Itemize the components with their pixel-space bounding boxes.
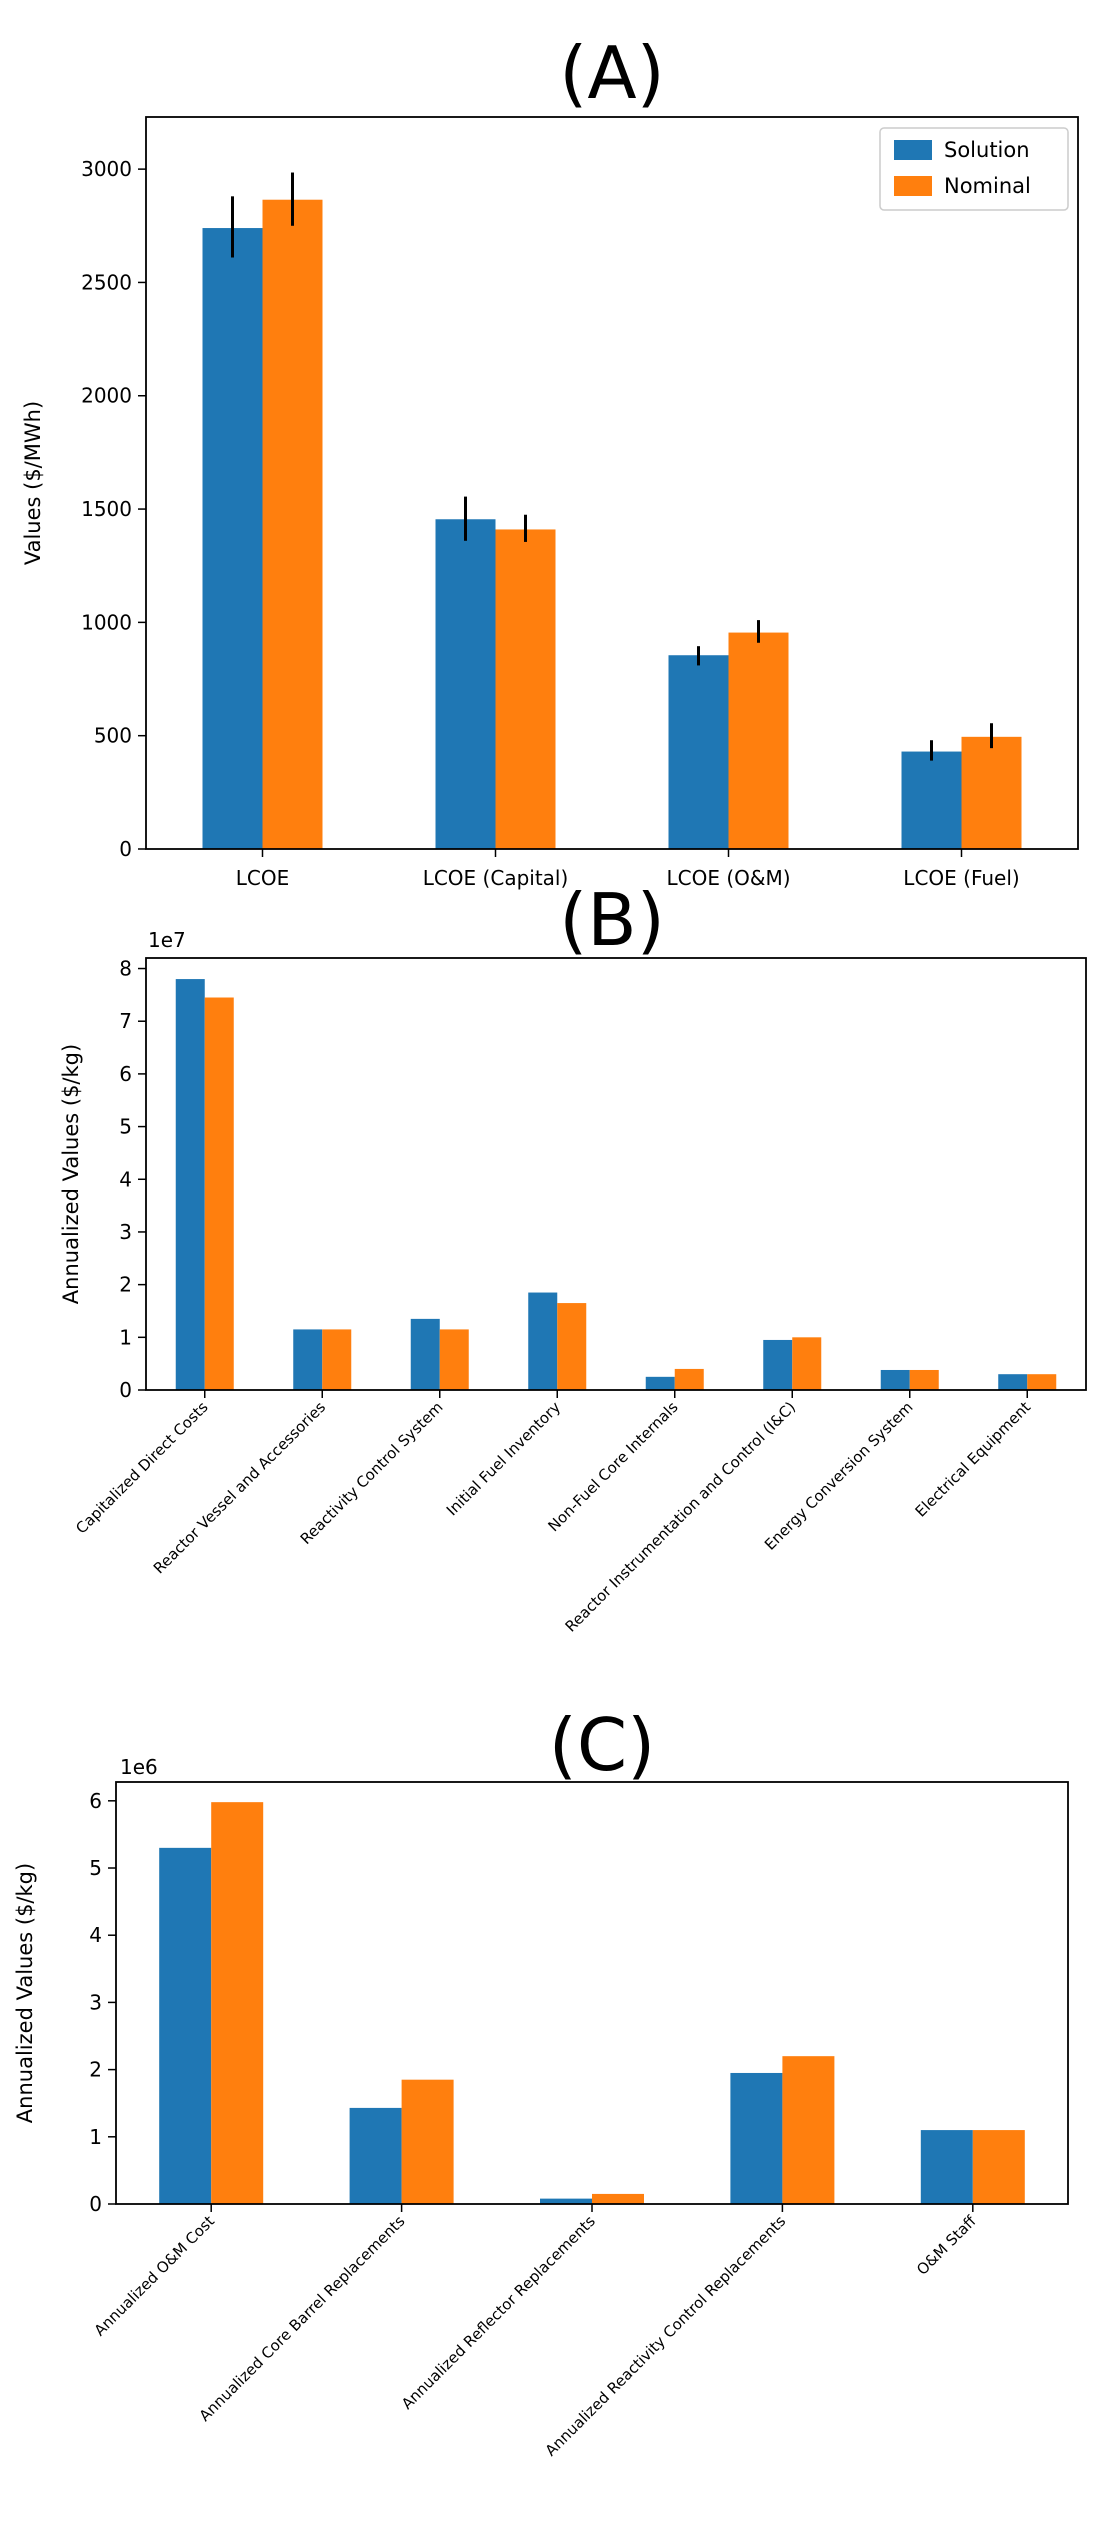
bar-nominal-6 (909, 1369, 939, 1390)
y-tick-label: 0 (119, 1378, 132, 1402)
bar-nominal-0 (211, 1802, 264, 2204)
y-tick-label: 3 (119, 1220, 132, 1244)
x-tick-label: Annualized Reflector Replacements (398, 2212, 599, 2413)
bar-solution-3 (901, 751, 962, 849)
bar-nominal-5 (792, 1337, 822, 1390)
x-tick-label: O&M Staff (913, 2212, 980, 2279)
y-tick-label: 6 (119, 1062, 132, 1086)
bar-nominal-2 (592, 2193, 644, 2204)
bar-solution-1 (293, 1329, 323, 1390)
bar-nominal-2 (439, 1329, 469, 1390)
bar-solution-7 (998, 1374, 1028, 1390)
bar-nominal-0 (204, 997, 234, 1390)
bar-solution-1 (349, 2107, 402, 2204)
y-tick-label: 1000 (81, 610, 132, 634)
x-tick-label: Non-Fuel Core Internals (544, 1398, 681, 1535)
bar-solution-2 (410, 1318, 440, 1390)
offset-label: 1e7 (148, 928, 186, 952)
bar-nominal-0 (262, 199, 323, 849)
plot-frame (145, 957, 1087, 1391)
bar-solution-4 (920, 2130, 973, 2204)
bar-nominal-2 (728, 632, 789, 849)
y-tick-label: 5 (119, 1115, 132, 1139)
legend-swatch-solution (894, 140, 932, 160)
x-tick-label: Initial Fuel Inventory (443, 1398, 564, 1519)
y-tick-label: 1500 (81, 497, 132, 521)
panel-title: (A) (559, 31, 664, 115)
plot-frame (145, 116, 1079, 850)
x-tick-label: LCOE (236, 866, 290, 890)
bar-solution-3 (528, 1292, 558, 1390)
legend: Solution Nominal (879, 127, 1069, 211)
bar-solution-4 (645, 1376, 675, 1390)
bar-solution-1 (435, 519, 496, 849)
bar-nominal-4 (674, 1368, 704, 1390)
bar-nominal-1 (495, 529, 556, 849)
bar-solution-3 (730, 2072, 783, 2204)
bar-solution-0 (175, 979, 205, 1390)
y-tick-label: 1 (119, 1325, 132, 1349)
panel-title: (C) (549, 1703, 655, 1787)
chart-panel-2: (B) 0 1 2 3 4 5 6 7 8 Capitalized Direct Costs Reac… (59, 878, 1087, 1636)
y-tick-label: 5 (89, 1856, 102, 1880)
y-tick-label: 4 (89, 1923, 102, 1947)
bar-solution-2 (540, 2198, 592, 2204)
bar-solution-0 (202, 228, 263, 849)
legend-label-nominal: Nominal (944, 174, 1031, 198)
x-tick-label: Capitalized Direct Costs (72, 1398, 211, 1537)
x-tick-label: Electrical Equipment (912, 1398, 1035, 1521)
y-tick-label: 2500 (81, 270, 132, 294)
bar-solution-6 (880, 1369, 910, 1390)
chart-panel-1: (A) 0 500 1000 1500 2000 2500 3000 LCOE LCOE (Cap… (21, 31, 1079, 890)
y-tick-label: 8 (119, 957, 132, 981)
y-tick-label: 3 (89, 1990, 102, 2014)
bar-solution-5 (763, 1339, 793, 1390)
legend-label-solution: Solution (944, 138, 1030, 162)
y-tick-label: 2000 (81, 384, 132, 408)
panel-title: (B) (559, 878, 665, 962)
bar-nominal-3 (961, 736, 1022, 849)
y-tick-label: 0 (119, 837, 132, 861)
offset-label: 1e6 (120, 1755, 158, 1779)
y-axis-label: Annualized Values ($/kg) (13, 1863, 37, 2123)
bar-nominal-3 (782, 2056, 835, 2204)
y-axis-label: Values ($/MWh) (21, 401, 45, 565)
y-tick-label: 500 (94, 724, 132, 748)
y-tick-label: 0 (89, 2192, 102, 2216)
x-tick-label: Annualized Reactivity Control Replacemen… (542, 2212, 790, 2460)
x-tick-label: Reactor Instrumentation and Control (I&C… (562, 1398, 800, 1636)
bar-nominal-1 (401, 2079, 454, 2204)
y-tick-label: 3000 (81, 157, 132, 181)
y-tick-label: 1 (89, 2125, 102, 2149)
bar-solution-2 (668, 655, 729, 849)
x-tick-label: Annualized O&M Cost (91, 2212, 219, 2340)
y-tick-label: 2 (119, 1273, 132, 1297)
y-axis-label: Annualized Values ($/kg) (59, 1044, 83, 1304)
x-tick-label: Annualized Core Barrel Replacements (196, 2212, 409, 2425)
bar-nominal-4 (972, 2130, 1025, 2204)
x-tick-label: LCOE (Capital) (423, 866, 569, 890)
y-tick-label: 6 (89, 1789, 102, 1813)
x-tick-label: LCOE (O&M) (666, 866, 790, 890)
y-tick-label: 4 (119, 1167, 132, 1191)
bar-nominal-3 (557, 1303, 587, 1390)
x-tick-label: LCOE (Fuel) (903, 866, 1019, 890)
y-tick-label: 7 (119, 1009, 132, 1033)
bar-nominal-7 (1027, 1374, 1057, 1390)
bar-nominal-1 (322, 1329, 352, 1390)
y-tick-label: 2 (89, 2058, 102, 2082)
legend-swatch-nominal (894, 176, 932, 196)
bar-solution-0 (159, 1847, 212, 2204)
